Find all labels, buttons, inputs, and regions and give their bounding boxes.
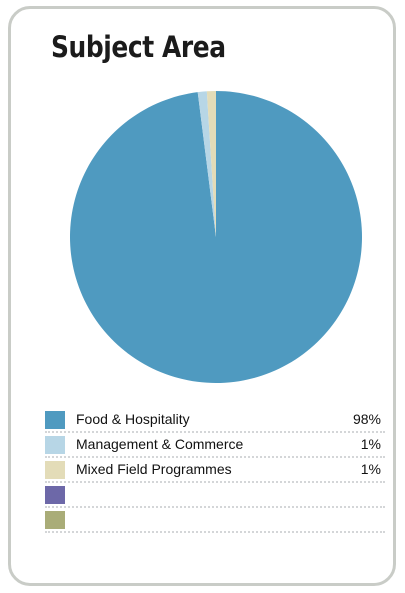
legend-percentage: 1% — [360, 461, 381, 477]
pie-slice-2 — [206, 91, 216, 237]
legend-label: Mixed Field Programmes — [76, 461, 232, 477]
pie-slice-1 — [197, 91, 216, 237]
legend-label: Food & Hospitality — [76, 411, 190, 427]
legend-row: Food & Hospitality 98% — [45, 408, 385, 433]
legend: Food & Hospitality 98% Management & Commer… — [45, 408, 385, 533]
legend-row — [45, 508, 385, 533]
legend-percentage: 1% — [360, 436, 381, 452]
legend-swatch — [45, 436, 65, 454]
legend-swatch — [45, 486, 65, 504]
pie-chart — [70, 91, 363, 383]
legend-row: Management & Commerce 1% — [45, 433, 385, 458]
legend-row — [45, 483, 385, 508]
legend-percentage: 98% — [352, 411, 381, 427]
legend-swatch — [45, 511, 65, 529]
legend-row: Mixed Field Programmes 1% — [45, 458, 385, 483]
legend-swatch — [45, 461, 65, 479]
chart-title: Subject Area — [51, 30, 226, 64]
legend-swatch — [45, 411, 65, 429]
legend-label: Management & Commerce — [76, 436, 244, 452]
pie-slice-0 — [70, 91, 363, 383]
